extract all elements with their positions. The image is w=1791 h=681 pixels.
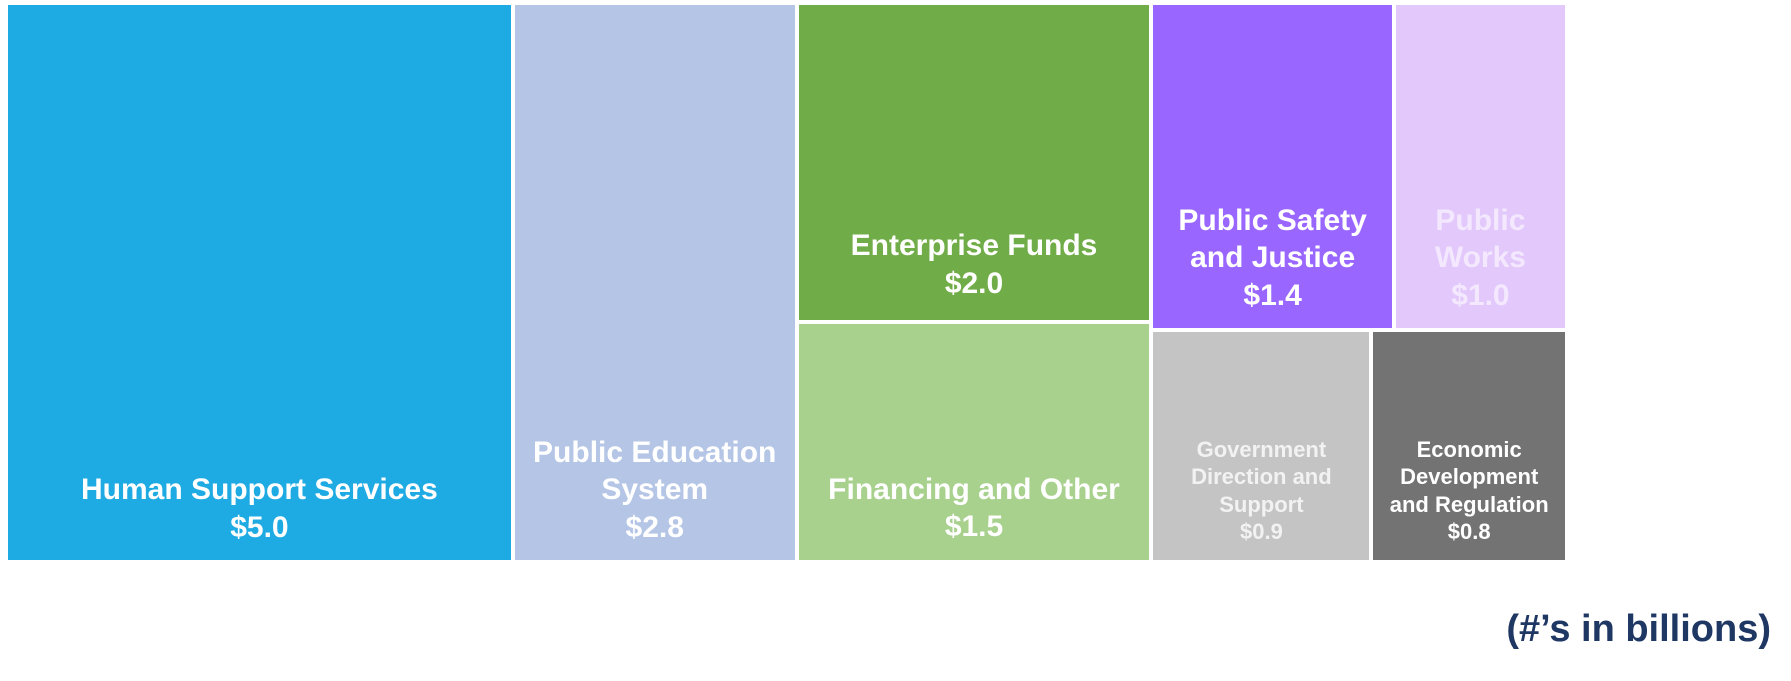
tile-label: Public Works bbox=[1434, 203, 1526, 275]
tile: Human Support Services $5.0 bbox=[6, 3, 513, 562]
tile-label: Public Safety and Justice bbox=[1178, 203, 1367, 275]
tile: Economic Development and Regulation $0.8 bbox=[1371, 330, 1567, 562]
tile-label: Human Support Services bbox=[81, 473, 438, 506]
tile-label: Economic Development and Regulation bbox=[1389, 436, 1549, 517]
value-label: $1.5 bbox=[944, 510, 1004, 544]
tile: Enterprise Funds $2.0 bbox=[796, 3, 1152, 323]
tile: Financing and Other $1.5 bbox=[796, 322, 1152, 562]
value-label: $1.0 bbox=[1451, 278, 1510, 312]
value-label: $0.9 bbox=[1240, 519, 1283, 545]
tile: Public Education System $2.8 bbox=[512, 3, 797, 562]
tile: Public Works $1.0 bbox=[1393, 3, 1567, 331]
value-label: $0.8 bbox=[1447, 519, 1491, 545]
value-label: $1.4 bbox=[1243, 278, 1302, 312]
tile: Government Direction and Support $0.9 bbox=[1151, 330, 1372, 562]
tile-label: Financing and Other bbox=[828, 472, 1120, 506]
tile-label: Public Education System bbox=[533, 435, 777, 507]
value-label: $5.0 bbox=[230, 510, 289, 544]
tile: Public Safety and Justice $1.4 bbox=[1151, 3, 1394, 331]
value-label: $2.0 bbox=[944, 266, 1004, 300]
tile-label: Enterprise Funds bbox=[850, 229, 1098, 263]
value-label: $2.8 bbox=[625, 510, 684, 544]
tile-label: Government Direction and Support bbox=[1191, 436, 1332, 517]
note: (#’s in billions) bbox=[1506, 608, 1771, 650]
